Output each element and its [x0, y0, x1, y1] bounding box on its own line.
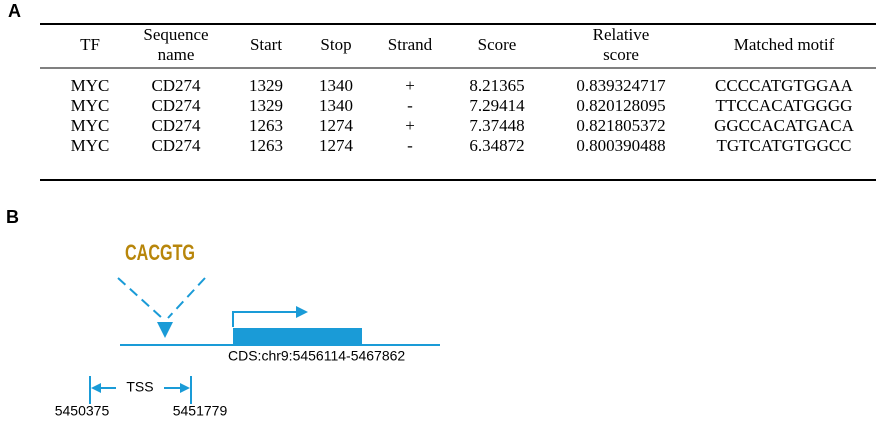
dashed-line: [117, 277, 163, 319]
table-cell: TTCCACATGGGG: [716, 96, 853, 115]
table-cell: 1329: [249, 76, 283, 95]
table-cell: 1274: [319, 136, 354, 155]
motif-logo: CACGTG: [125, 240, 195, 265]
table-header: Start: [250, 35, 282, 54]
table-cell: 1329: [249, 96, 283, 115]
table-cell: CD274: [151, 96, 201, 115]
tss-label: TSS: [126, 379, 153, 395]
table-cell: 0.820128095: [576, 96, 665, 115]
arrow-head: [91, 383, 101, 393]
table-cell: 1340: [319, 96, 353, 115]
panel-label: B: [6, 207, 19, 227]
table-cell: -: [407, 136, 413, 155]
table-cell: 1340: [319, 76, 353, 95]
cds-label: CDS:chr9:5456114-5467862: [228, 348, 405, 364]
table-cell: CCCCATGTGGAA: [715, 76, 854, 95]
table-header: Score: [478, 35, 517, 54]
cds-box: [233, 328, 362, 345]
table-cell: +: [405, 76, 415, 95]
table-cell: 0.800390488: [576, 136, 665, 155]
table-cell: 1263: [249, 136, 283, 155]
table-cell: MYC: [71, 136, 110, 155]
table-cell: MYC: [71, 116, 110, 135]
coordinate: 5450375: [55, 403, 110, 419]
site-marker: [157, 322, 173, 338]
table-header: Strand: [388, 35, 433, 54]
table-header: Stop: [320, 35, 351, 54]
table-cell: CD274: [151, 116, 201, 135]
table-cell: 6.34872: [469, 136, 524, 155]
table-cell: MYC: [71, 76, 110, 95]
dashed-line: [167, 277, 206, 319]
table-cell: MYC: [71, 96, 110, 115]
table-cell: 1263: [249, 116, 283, 135]
table-header: TF: [80, 35, 100, 54]
table-cell: 8.21365: [469, 76, 524, 95]
table-header: Relative score: [593, 25, 650, 64]
table-cell: +: [405, 116, 415, 135]
coordinate: 5451779: [173, 403, 228, 419]
table-cell: 0.839324717: [576, 76, 666, 95]
arrow-head: [180, 383, 190, 393]
table-cell: 1274: [319, 116, 354, 135]
table-cell: 0.821805372: [576, 116, 665, 135]
panel-label: A: [8, 1, 21, 21]
table-header: Sequence name: [143, 25, 208, 64]
table-cell: -: [407, 96, 413, 115]
table-header: Matched motif: [734, 35, 835, 54]
table-cell: CD274: [151, 76, 201, 95]
table-cell: 7.29414: [469, 96, 525, 115]
tss-arrow: [232, 311, 296, 327]
table-cell: 7.37448: [469, 116, 524, 135]
table-cell: CD274: [151, 136, 201, 155]
table-cell: GGCCACATGACA: [714, 116, 855, 135]
table-cell: TGTCATGTGGCC: [716, 136, 851, 155]
arrow-head: [296, 306, 308, 318]
